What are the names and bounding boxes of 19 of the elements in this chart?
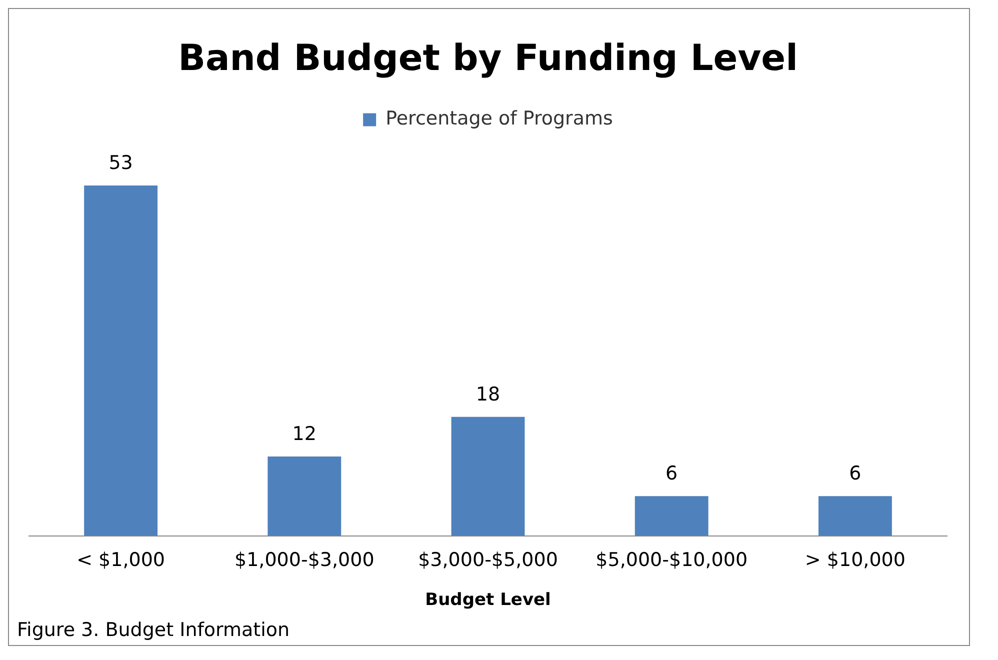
data-label: 18 [476,383,500,406]
legend-label: Percentage of Programs [386,108,613,130]
x-tick-label: > $10,000 [804,549,906,572]
bar [451,416,525,536]
data-label: 53 [108,152,133,174]
x-tick-label: $3,000-$5,000 [418,549,558,572]
bar [634,496,708,536]
bar [818,496,892,536]
x-tick-label: < $1,000 [76,549,166,572]
data-label: 6 [666,462,678,485]
x-tick-label: $1,000-$3,000 [234,549,374,572]
data-label: 6 [849,462,862,485]
data-label: 12 [292,422,316,445]
caption: Figure 3. Budget Information [17,619,290,641]
x-tick-label: $5,000-$10,000 [596,549,748,572]
x-axis-title: Budget Level [425,590,551,610]
chart-title: Band Budget by Funding Level [178,38,798,79]
bar [268,456,342,536]
bar [84,185,158,536]
